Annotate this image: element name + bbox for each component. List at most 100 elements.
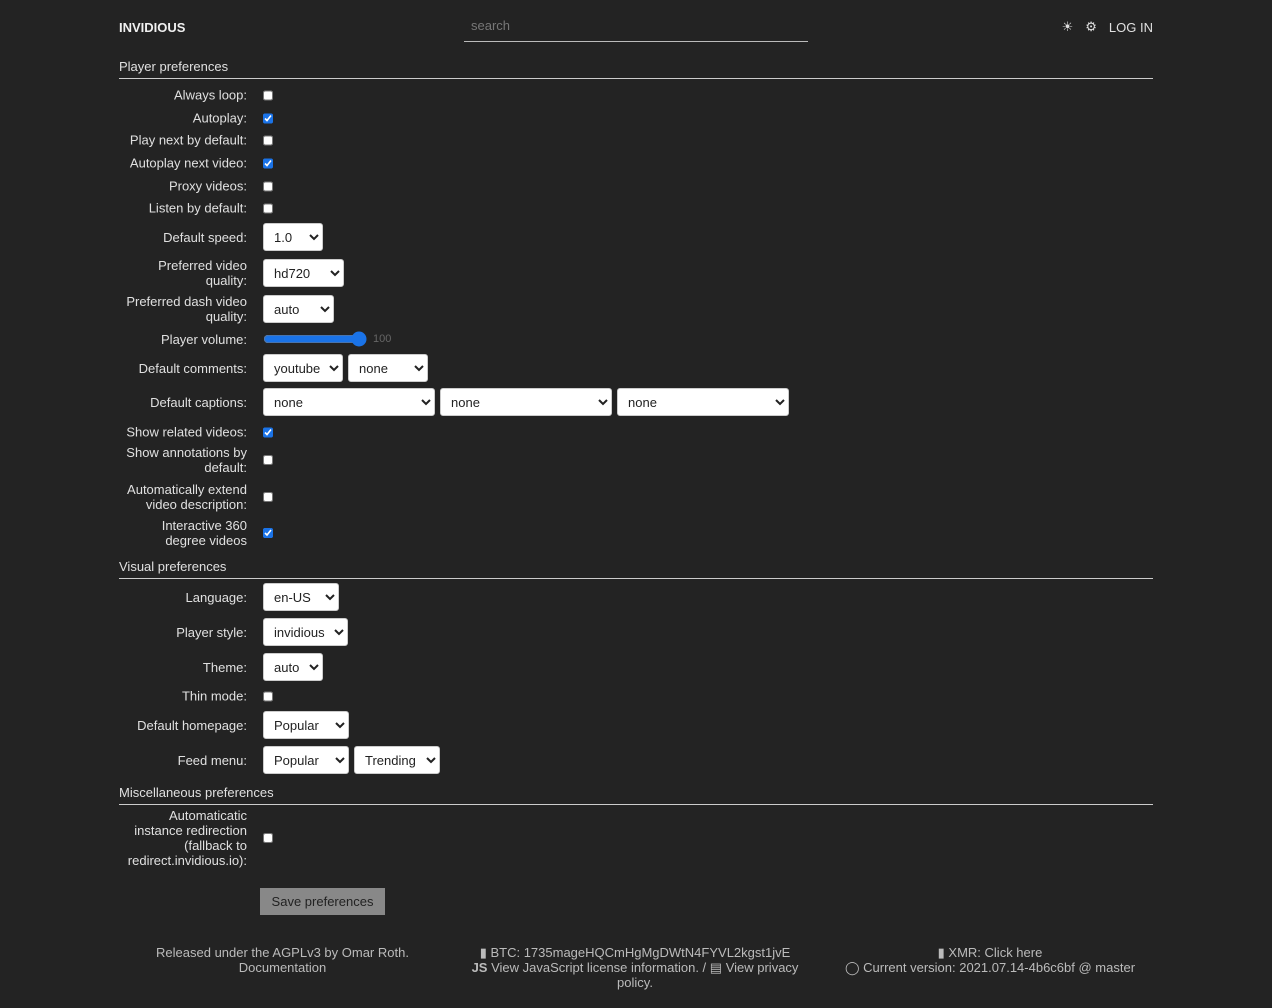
label: Automatically extend video description: <box>127 482 247 512</box>
label: Listen by default: <box>148 200 247 216</box>
captions-select-2[interactable]: none <box>440 388 612 416</box>
redirect-checkbox[interactable] <box>263 833 273 843</box>
extend-row: Automatically extend video description: <box>119 482 273 512</box>
wallet-icon: ▮ <box>479 945 491 960</box>
search-input[interactable] <box>464 12 808 39</box>
language-row: Language: en-US <box>119 583 339 611</box>
volume-value: 100 <box>373 333 392 345</box>
misc-preferences-heading: Miscellaneous preferences <box>119 785 1153 805</box>
label: Interactive 360 degree videos <box>161 518 247 548</box>
volume-slider[interactable] <box>263 331 367 347</box>
wallet-icon: ▮ <box>937 945 949 960</box>
player-style-row: Player style: invidious <box>119 618 348 646</box>
dash-row: Preferred dash video quality: auto <box>119 294 334 324</box>
license-text[interactable]: Released under the AGPLv3 by Omar Roth. <box>156 945 409 960</box>
footer-left: Released under the AGPLv3 by Omar Roth. … <box>150 945 415 975</box>
comments-select-2[interactable]: none <box>348 354 428 382</box>
player-style-select[interactable]: invidious <box>263 618 348 646</box>
homepage-row: Default homepage: Popular <box>119 711 349 739</box>
always-loop-checkbox[interactable] <box>263 90 273 100</box>
captions-select-1[interactable]: none <box>263 388 435 416</box>
logo[interactable]: INVIDIOUS <box>119 20 186 35</box>
label: Preferred dash video quality: <box>126 294 247 324</box>
captions-select-3[interactable]: none <box>617 388 789 416</box>
label: Proxy videos: <box>168 178 247 194</box>
speed-row: Default speed: 1.0 <box>119 223 323 251</box>
documentation-link[interactable]: Documentation <box>238 960 327 975</box>
label: Player volume: <box>161 331 247 347</box>
label: Player style: <box>176 624 247 640</box>
captions-row: Default captions: none none none <box>119 388 789 416</box>
proxy-checkbox[interactable] <box>263 181 273 191</box>
btc-address: BTC: 1735mageHQCmHgMgDWtN4FYVL2kgst1jvE <box>490 945 791 960</box>
autoplay-next-checkbox[interactable] <box>263 158 273 168</box>
label: Autoplay: <box>192 110 247 126</box>
annotations-row: Show annotations by default: <box>119 445 273 475</box>
player-preferences-heading: Player preferences <box>119 59 1153 79</box>
footer-middle: ▮ BTC: 1735mageHQCmHgMgDWtN4FYVL2kgst1jv… <box>470 945 800 990</box>
theme-select[interactable]: auto <box>263 653 323 681</box>
footer-right: ▮ XMR: Click here ◯ Current version: 202… <box>840 945 1140 975</box>
label: Default homepage: <box>137 717 247 733</box>
save-preferences-button[interactable]: Save preferences <box>260 888 385 915</box>
related-row: Show related videos: <box>119 425 273 440</box>
comments-select-1[interactable]: youtube <box>263 354 343 382</box>
theme-toggle-icon[interactable]: ☀ <box>1061 19 1074 34</box>
feed-select-1[interactable]: Popular <box>263 746 349 774</box>
document-icon: ▤ <box>709 960 726 975</box>
speed-select[interactable]: 1.0 <box>263 223 323 251</box>
proxy-row: Proxy videos: <box>119 179 273 194</box>
label: Autoplay next video: <box>129 155 247 171</box>
xmr-link[interactable]: XMR: Click here <box>948 945 1043 960</box>
label: Default captions: <box>150 394 247 410</box>
label: Show related videos: <box>126 424 247 440</box>
theme-row: Theme: auto <box>119 653 323 681</box>
privacy-link[interactable]: View privacy policy. <box>617 960 799 990</box>
label: Show annotations by default: <box>126 445 247 475</box>
redirect-row: Automaticatic instance redirection (fall… <box>119 808 273 868</box>
always-loop-row: Always loop: <box>119 88 273 103</box>
listen-checkbox[interactable] <box>263 203 273 213</box>
homepage-select[interactable]: Popular <box>263 711 349 739</box>
label: Automaticatic instance redirection (fall… <box>127 808 247 868</box>
thin-row: Thin mode: <box>119 689 273 704</box>
search-bar <box>464 12 808 42</box>
label: Always loop: <box>174 87 247 103</box>
label: Preferred video quality: <box>158 258 247 288</box>
quality-row: Preferred video quality: hd720 <box>119 258 344 288</box>
separator: / <box>698 960 710 975</box>
thin-checkbox[interactable] <box>263 691 273 701</box>
play-next-checkbox[interactable] <box>263 135 273 145</box>
version-link[interactable]: Current version: 2021.07.14-4b6c6bf @ ma… <box>863 960 1136 975</box>
volume-row: Player volume: 100 <box>119 331 391 347</box>
visual-preferences-heading: Visual preferences <box>119 559 1153 579</box>
feed-row: Feed menu: Popular Trending <box>119 746 440 774</box>
vr-row: Interactive 360 degree videos <box>119 518 273 548</box>
listen-row: Listen by default: <box>119 201 273 216</box>
quality-select[interactable]: hd720 <box>263 259 344 287</box>
label: Default speed: <box>163 229 247 245</box>
play-next-row: Play next by default: <box>119 133 273 148</box>
autoplay-next-row: Autoplay next video: <box>119 156 273 171</box>
comments-row: Default comments: youtube none <box>119 354 428 382</box>
login-link[interactable]: LOG IN <box>1108 19 1153 35</box>
autoplay-row: Autoplay: <box>119 111 273 126</box>
language-select[interactable]: en-US <box>263 583 339 611</box>
dash-quality-select[interactable]: auto <box>263 295 334 323</box>
label: Feed menu: <box>177 752 247 768</box>
autoplay-checkbox[interactable] <box>263 113 273 123</box>
label: Language: <box>185 589 247 605</box>
label: Theme: <box>202 659 247 675</box>
label: Thin mode: <box>181 688 247 704</box>
github-icon: ◯ <box>844 960 864 975</box>
js-license-link[interactable]: View JavaScript license information. <box>491 960 699 975</box>
js-icon: JS <box>471 960 492 975</box>
related-checkbox[interactable] <box>263 427 273 437</box>
top-right-nav: ☀ ⚙ LOG IN <box>1062 19 1153 35</box>
label: Play next by default: <box>129 132 247 148</box>
gear-icon[interactable]: ⚙ <box>1085 19 1097 34</box>
feed-select-2[interactable]: Trending <box>354 746 440 774</box>
extend-checkbox[interactable] <box>263 492 273 502</box>
vr-checkbox[interactable] <box>263 528 273 538</box>
annotations-checkbox[interactable] <box>263 455 273 465</box>
